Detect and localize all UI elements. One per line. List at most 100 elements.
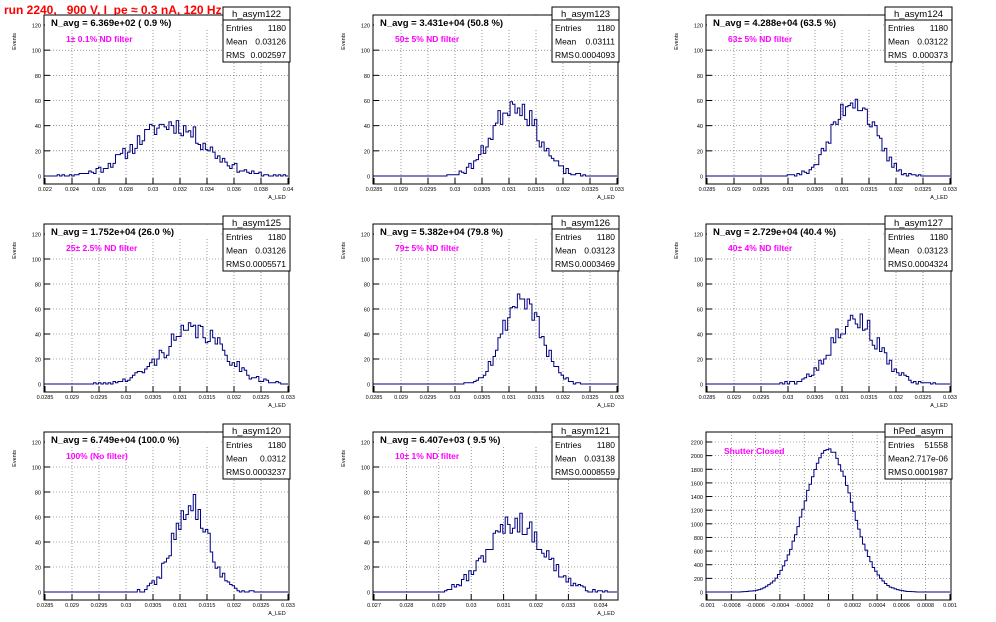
histogram-panel-h_asym127: 0 20 40 60 80 100 120 0.0285 0.029 0.0295 0.03 0.03… [674, 215, 957, 409]
navg-box [374, 16, 549, 29]
y-tick-label: 100 [694, 258, 703, 264]
stats-box [222, 215, 291, 272]
x-tick-label: 0.0004 [869, 603, 886, 609]
x-tick-label: 0.028 [119, 187, 133, 193]
stats-key-entries: Entries [226, 232, 252, 242]
y-tick-label: 20 [35, 566, 41, 572]
x-tick-label: 0.0295 [420, 395, 437, 401]
x-tick-label: 0.03 [148, 187, 159, 193]
stats-value-mean: 0.03122 [917, 37, 948, 47]
x-tick-label: 0.03 [783, 187, 794, 193]
stats-value-entries: 1180 [597, 232, 616, 242]
x-tick-label: 0.0285 [37, 603, 54, 609]
histogram-line [374, 293, 617, 385]
y-axis-title: Events [341, 33, 347, 50]
stats-value-entries: 1180 [930, 23, 949, 33]
x-tick-label: 0.032 [889, 395, 903, 401]
y-tick-label: 80 [364, 283, 370, 289]
stats-key-mean: Mean [888, 37, 910, 47]
y-tick-label: 0 [367, 175, 370, 181]
filter-annotation: 63± 5% ND filter [728, 34, 793, 44]
stats-key-mean: Mean [555, 454, 577, 464]
x-axis-title: A_LED [930, 195, 947, 201]
x-axis-title: A_LED [597, 195, 614, 201]
y-tick-label: 40 [35, 124, 41, 130]
y-tick-label: 0 [38, 383, 41, 389]
y-tick-label: 80 [35, 74, 41, 80]
stats-key-mean: Mean [888, 246, 910, 256]
y-tick-label: 2000 [691, 454, 703, 460]
x-tick-label: 0.0325 [253, 395, 270, 401]
stats-value-rms: 0.0001987 [908, 467, 948, 477]
x-axis-title: A_LED [268, 611, 285, 617]
stats-value-mean: 0.03123 [917, 246, 948, 256]
y-tick-label: 600 [694, 550, 703, 556]
y-tick-label: 100 [32, 258, 41, 264]
x-tick-label: -0.001 [699, 603, 715, 609]
y-tick-label: 120 [32, 441, 41, 447]
x-tick-label: 0.032 [556, 395, 570, 401]
x-tick-label: 0.038 [254, 187, 268, 193]
x-tick-label: -0.0006 [746, 603, 765, 609]
filter-annotation: 1± 0.1% ND filter [66, 34, 133, 44]
y-tick-label: 800 [694, 536, 703, 542]
stats-value-rms: 0.0004093 [575, 50, 615, 60]
y-tick-label: 80 [364, 491, 370, 497]
stats-value-entries: 1180 [268, 232, 287, 242]
stats-title: h_asym120 [232, 426, 281, 437]
stats-value-rms: 0.0003469 [575, 259, 615, 269]
histogram-line [374, 512, 617, 593]
stats-key-rms: RMS [888, 467, 907, 477]
stats-key-entries: Entries [555, 23, 581, 33]
stats-key-mean: Mean [888, 454, 910, 464]
x-tick-label: 0.033 [943, 187, 957, 193]
x-tick-label: 0.0315 [861, 187, 878, 193]
y-tick-label: 120 [361, 233, 370, 239]
filter-annotation: Shutter Closed [724, 446, 784, 456]
y-tick-label: 40 [364, 333, 370, 339]
y-tick-label: 40 [364, 124, 370, 130]
stats-value-entries: 1180 [597, 23, 616, 33]
x-tick-label: -0.0004 [771, 603, 790, 609]
navg-box [45, 433, 220, 446]
stats-value-rms: 0.0004324 [908, 259, 948, 269]
stats-title: h_asym127 [894, 218, 943, 229]
x-tick-label: 0.0315 [528, 395, 545, 401]
navg-label: N_avg = 1.752e+04 (26.0 %) [51, 227, 174, 238]
x-tick-label: 0.0325 [915, 187, 932, 193]
y-tick-label: 120 [32, 24, 41, 30]
x-tick-label: 0.0315 [199, 395, 216, 401]
x-tick-label: 0.04 [283, 187, 294, 193]
x-axis-title: A_LED [597, 403, 614, 409]
histogram-line [707, 448, 950, 593]
y-tick-label: 40 [35, 541, 41, 547]
x-tick-label: 0.0325 [253, 603, 270, 609]
x-tick-label: 0.0305 [474, 187, 491, 193]
x-tick-label: 0.028 [400, 603, 414, 609]
stats-value-rms: 0.0003237 [246, 467, 286, 477]
y-tick-label: 0 [38, 591, 41, 597]
navg-label: N_avg = 3.431e+04 (50.8 %) [380, 18, 503, 29]
stats-key-entries: Entries [888, 440, 914, 450]
y-tick-label: 120 [361, 24, 370, 30]
stats-value-mean: 0.03111 [586, 37, 616, 47]
x-tick-label: 0.029 [394, 395, 408, 401]
stats-key-mean: Mean [555, 37, 577, 47]
stats-value-rms: 0.0008559 [575, 467, 615, 477]
stats-title: h_asym122 [232, 9, 281, 20]
x-tick-label: 0.031 [502, 187, 516, 193]
stats-box [551, 423, 620, 480]
y-tick-label: 0 [367, 591, 370, 597]
x-tick-label: 0.0305 [145, 603, 162, 609]
stats-value-rms: 0.000373 [913, 50, 949, 60]
y-tick-label: 0 [38, 175, 41, 181]
histogram-panel-h_asym121: 0 20 40 60 80 100 120 0.027 0.028 0.029 0.03 0.031 0… [341, 423, 620, 617]
y-tick-label: 60 [35, 516, 41, 522]
navg-box [374, 433, 549, 446]
x-tick-label: 0.0006 [893, 603, 910, 609]
x-tick-label: 0.0305 [145, 395, 162, 401]
x-tick-label: 0.0315 [861, 395, 878, 401]
x-tick-label: 0.034 [200, 187, 214, 193]
x-tick-label: 0.033 [943, 395, 957, 401]
